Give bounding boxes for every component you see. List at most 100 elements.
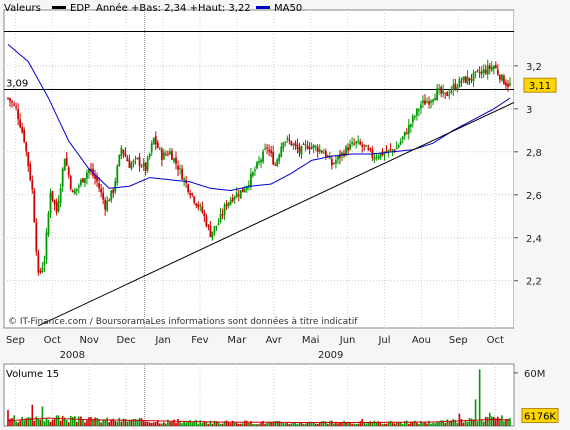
volume-bar [274,421,276,426]
candle-body [94,174,96,179]
volume-bar [244,420,246,426]
candle-body [341,152,343,157]
volume-bar [90,416,92,426]
candle-body [183,178,186,181]
candle-body [19,119,22,128]
volume-bar [403,421,406,426]
volume-bar [296,423,299,426]
candle-body [81,178,84,183]
volume-bar [189,420,191,426]
x-tick-label: Dec [116,335,135,346]
y-axis-strip [514,10,569,328]
volume-bar [11,418,13,426]
candle-body [51,190,54,200]
y-tick-label: 3 [526,105,532,116]
candle-body [440,87,443,94]
candle-body [41,267,44,273]
candle-body [405,132,408,134]
volume-bar [213,420,216,426]
candle-body [152,137,155,145]
volume-bar [345,422,347,426]
candle-body [486,65,489,75]
candle-body [294,142,297,146]
volume-bar [507,418,509,426]
volume-bar [112,418,115,426]
volume-bar [278,421,281,426]
volume-bar [452,418,455,426]
candle-body [501,74,503,81]
candle-body [424,100,426,105]
volume-bar [209,420,212,426]
candle-body [468,77,471,81]
candle-body [296,144,299,150]
candle-body [84,178,86,184]
volume-bar [410,421,412,426]
volume-bar [221,423,224,426]
candle-body [375,157,378,159]
volume-bar [82,419,84,426]
volume-bar [454,420,457,426]
volume-bar [456,422,459,426]
candle-body [505,82,507,86]
candle-body [21,126,24,133]
candle-body [264,148,266,150]
volume-bar [434,423,436,426]
volume-bar [290,423,293,426]
volume-bar [161,423,163,426]
candle-body [179,168,181,170]
volume-bar [223,421,226,426]
candle-body [387,150,390,152]
volume-bar [371,421,374,426]
legend-ticker: EDP [70,3,90,14]
candle-body [268,149,271,152]
volume-bar [418,423,420,426]
volume-bar [280,421,283,426]
candle-body [415,108,418,116]
candle-body [112,189,115,194]
candle-body [478,71,481,74]
candle-body [156,142,159,148]
candle-body [272,151,275,165]
volume-bar [288,423,291,426]
volume-bar [292,421,295,426]
candle-body [365,145,368,147]
candle-body [353,143,356,145]
volume-bar [39,419,42,426]
volume-bar [353,423,355,426]
volume-bar [126,421,129,426]
volume-bar [268,421,270,426]
volume-bar [73,416,76,426]
candle-body [454,83,457,90]
volume-bar [375,422,378,426]
volume-bar [399,421,402,426]
candle-body [227,202,230,206]
candle-body [181,168,183,180]
candle-body [318,149,321,152]
candle-body [470,79,473,81]
volume-bar [333,423,335,426]
volume-bar [231,420,234,426]
candle-body [201,206,204,213]
volume-bar [308,421,311,426]
volume-bar [341,422,343,426]
candle-body [460,81,463,83]
volume-bar [436,422,438,426]
volume-bar [215,421,218,426]
candle-body [195,203,198,206]
candle-body [262,151,264,162]
volume-bar [118,417,121,426]
volume-bar [104,419,106,426]
candle-body [239,190,242,198]
legend-range: Année +Bas: 2,34 +Haut: 3,22 [96,2,251,14]
candle-body [484,69,487,74]
candle-body [395,147,398,150]
volume-bar [401,424,404,426]
candle-body [403,131,406,137]
volume-bar [482,421,485,426]
volume-bar [53,418,56,426]
candle-body [221,214,224,216]
volume-bar [252,423,254,426]
candle-body [452,84,455,90]
candle-body [292,144,295,146]
candle-body [247,184,250,186]
